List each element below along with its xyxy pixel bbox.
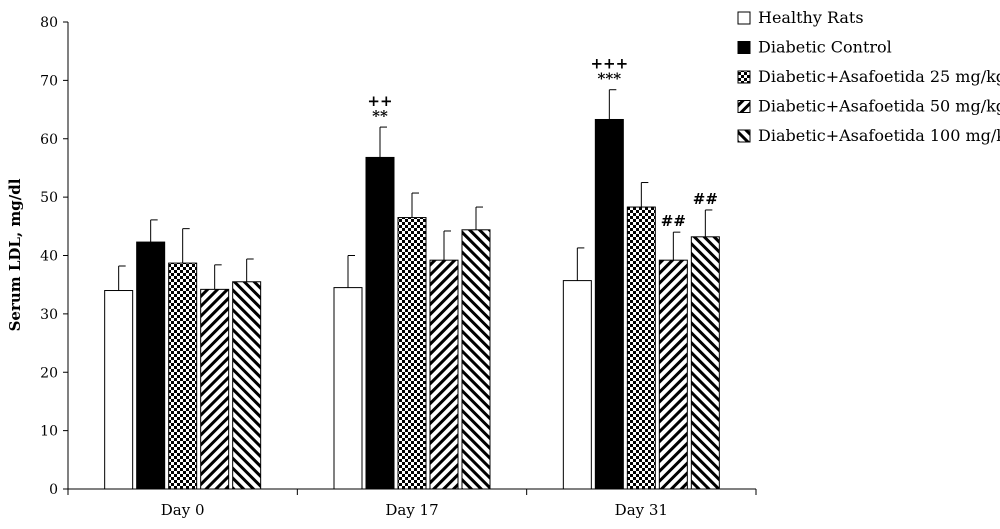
significance-label: *** <box>598 70 622 88</box>
y-tick-label: 40 <box>40 249 58 265</box>
legend-swatch <box>737 70 751 84</box>
legend-swatch <box>737 100 751 113</box>
bar <box>594 118 624 490</box>
y-tick-label: 30 <box>40 307 58 323</box>
bar <box>200 288 230 490</box>
bar <box>232 281 262 490</box>
significance-label: ## <box>693 190 718 208</box>
bar <box>658 259 688 490</box>
bar <box>136 241 166 490</box>
plot-area: 0 10 20 30 40 50 60 70 80 Day 0 Day 17 Day 31 ++** ++… <box>40 15 757 519</box>
bar <box>429 259 459 490</box>
bar <box>461 229 491 490</box>
bar <box>397 217 427 490</box>
bar <box>626 206 656 490</box>
y-tick-label: 70 <box>40 73 58 89</box>
x-tick-label: Day 17 <box>385 501 438 519</box>
y-tick-label: 60 <box>40 132 58 148</box>
significance-label: ++ <box>367 92 392 110</box>
y-tick-label: 50 <box>40 190 58 206</box>
bar <box>562 280 592 490</box>
legend-swatch <box>737 41 751 54</box>
bar <box>690 236 720 490</box>
legend-swatch <box>737 129 751 143</box>
y-tick-label: 0 <box>49 482 58 498</box>
y-tick-label: 10 <box>40 424 58 440</box>
legend-label: Diabetic+Asafoetida 50 mg/kg <box>758 97 1000 116</box>
legend-label: Diabetic+Asafoetida 100 mg/kg <box>758 126 1000 145</box>
significance-label: ## <box>661 212 686 230</box>
bar <box>104 290 134 490</box>
legend-label: Diabetic+Asafoetida 25 mg/kg <box>758 67 1000 86</box>
bar <box>333 287 363 490</box>
significance-label: +++ <box>590 55 628 73</box>
bar <box>365 156 395 490</box>
y-axis-label: Serum LDL, mg/dl <box>6 178 24 331</box>
legend: Healthy Rats Diabetic Control Diabetic+Asa… <box>737 8 1000 145</box>
legend-label: Healthy Rats <box>758 8 864 27</box>
legend-swatch <box>737 11 751 25</box>
x-tick-label: Day 31 <box>615 501 668 519</box>
bar <box>168 262 198 490</box>
x-tick-label: Day 0 <box>161 501 205 519</box>
significance-label: ** <box>372 107 388 125</box>
y-tick-label: 20 <box>40 365 58 381</box>
legend-label: Diabetic Control <box>758 38 892 57</box>
y-tick-label: 80 <box>40 15 58 31</box>
